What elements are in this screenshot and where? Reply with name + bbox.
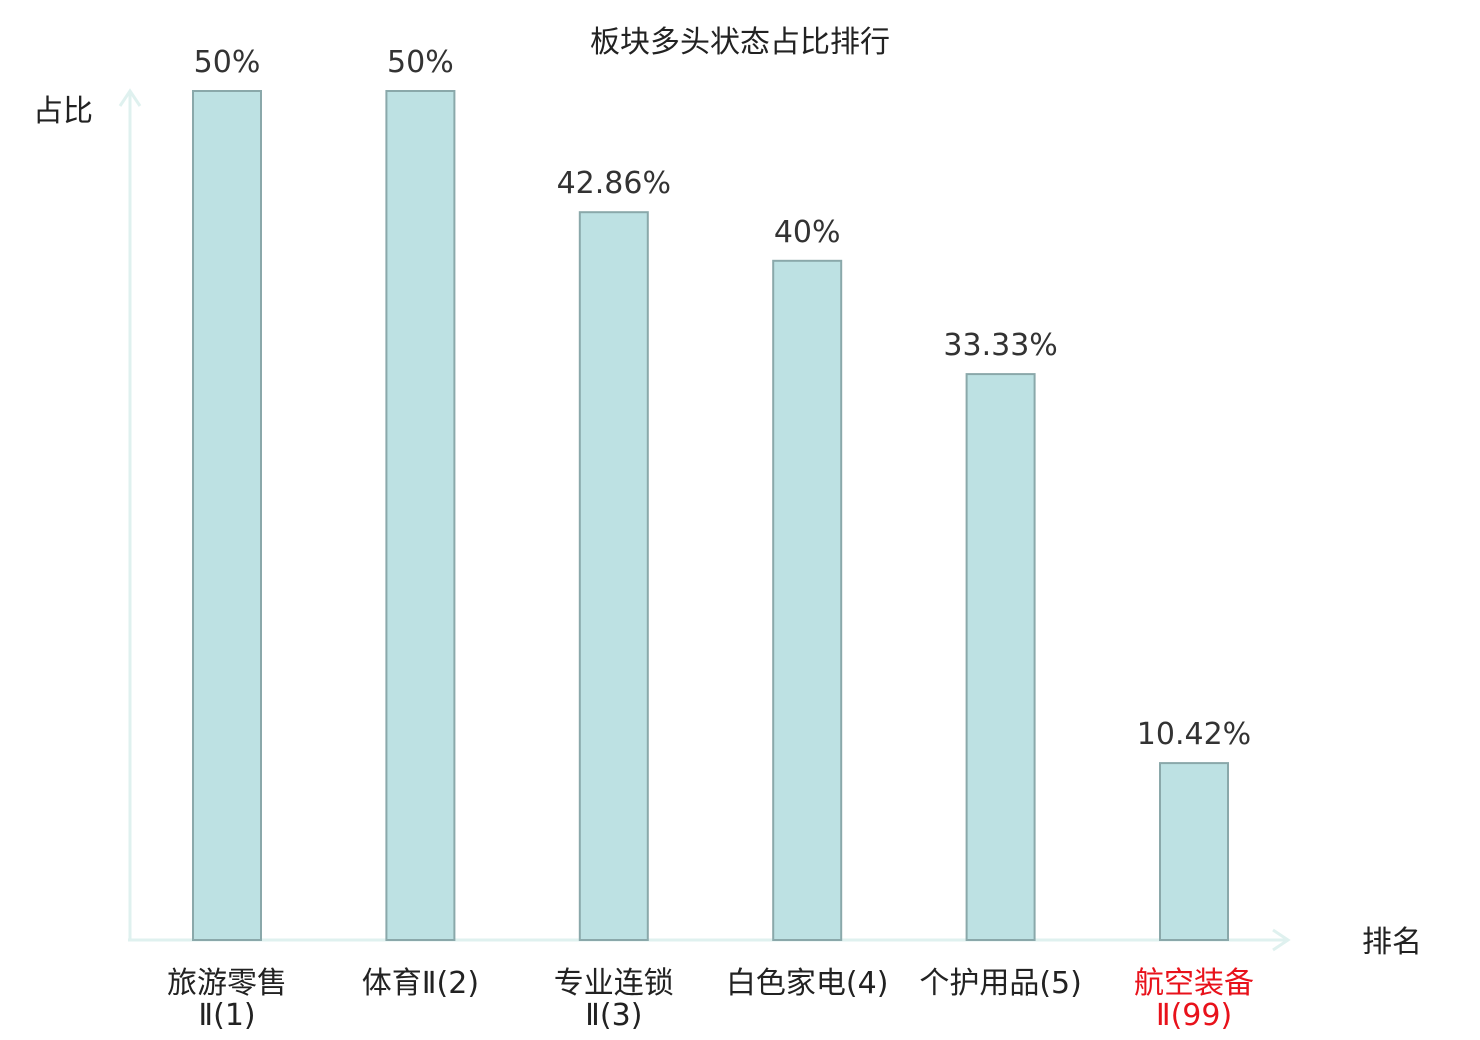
value-label-5: 33.33% bbox=[943, 328, 1057, 363]
y-axis-label: 占比 bbox=[33, 94, 93, 129]
category-label-5: 个护用品(5) bbox=[919, 966, 1082, 1001]
category-label-6-line2: Ⅱ(99) bbox=[1156, 998, 1232, 1033]
category-label-6: 航空装备 bbox=[1134, 966, 1254, 1001]
category-label-3: 专业连锁 bbox=[554, 966, 674, 1001]
bar-1 bbox=[192, 90, 262, 941]
bar-5 bbox=[965, 373, 1036, 942]
category-label-3-line2: Ⅱ(3) bbox=[585, 998, 642, 1033]
y-axis bbox=[118, 88, 142, 940]
y-axis-arrow bbox=[118, 88, 142, 107]
bar-3 bbox=[578, 211, 649, 941]
category-label-1-line2: Ⅱ(1) bbox=[198, 998, 255, 1033]
value-labels-group: 50% 50% 42.86% 40% 33.33% 10.42% bbox=[194, 45, 1252, 752]
x-axis bbox=[128, 928, 1291, 952]
value-label-2: 50% bbox=[387, 45, 454, 80]
x-axis-arrow bbox=[1272, 928, 1291, 952]
category-label-1: 旅游零售 bbox=[167, 966, 287, 1001]
value-label-3: 42.86% bbox=[557, 166, 671, 201]
bar-2 bbox=[385, 90, 456, 941]
chart-title: 板块多头状态占比排行 bbox=[590, 25, 890, 60]
category-label-2: 体育Ⅱ(2) bbox=[362, 966, 479, 1001]
value-label-1: 50% bbox=[194, 45, 261, 80]
category-label-4: 白色家电(4) bbox=[726, 966, 889, 1001]
value-label-6: 10.42% bbox=[1137, 717, 1251, 752]
bars-group bbox=[192, 90, 1229, 942]
x-axis-label: 排名 bbox=[1362, 925, 1422, 960]
value-label-4: 40% bbox=[774, 215, 841, 250]
bar-4 bbox=[772, 259, 843, 941]
bar-6 bbox=[1159, 762, 1229, 941]
